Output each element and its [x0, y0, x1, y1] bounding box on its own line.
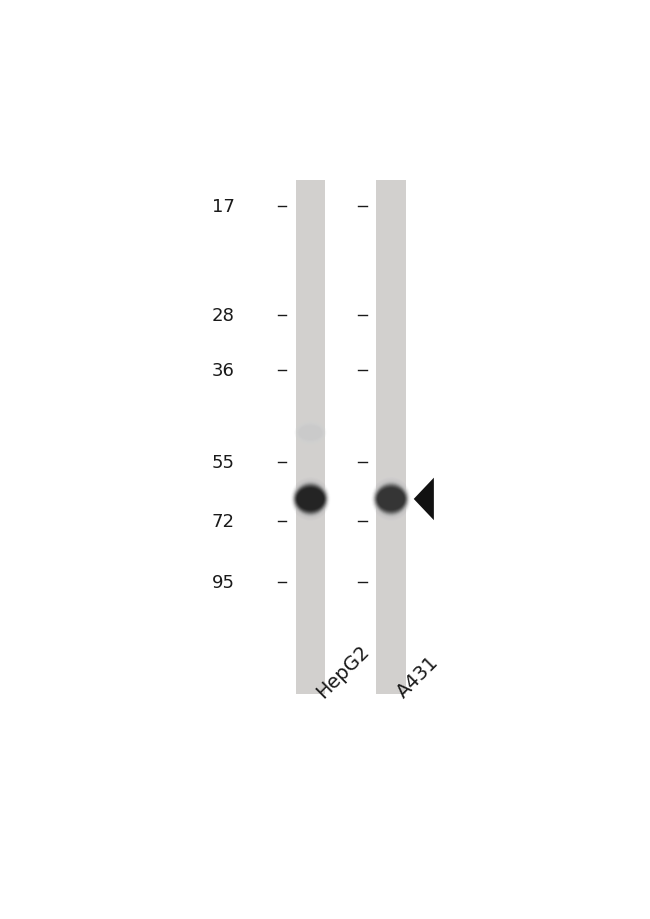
Ellipse shape: [292, 480, 330, 519]
Ellipse shape: [297, 488, 324, 510]
Ellipse shape: [300, 426, 321, 439]
Ellipse shape: [294, 483, 327, 516]
Text: 72: 72: [212, 513, 235, 530]
Ellipse shape: [292, 481, 329, 518]
Ellipse shape: [294, 482, 328, 516]
Ellipse shape: [296, 486, 325, 513]
Ellipse shape: [293, 482, 328, 516]
Ellipse shape: [298, 425, 323, 441]
Ellipse shape: [378, 489, 404, 510]
Text: 17: 17: [212, 198, 235, 215]
Ellipse shape: [378, 488, 404, 510]
Ellipse shape: [297, 424, 324, 442]
Ellipse shape: [295, 485, 326, 513]
Ellipse shape: [297, 424, 324, 442]
Text: A431: A431: [393, 652, 443, 701]
Ellipse shape: [296, 487, 324, 512]
Ellipse shape: [300, 426, 321, 439]
Ellipse shape: [299, 425, 322, 440]
Ellipse shape: [299, 425, 322, 440]
Ellipse shape: [295, 484, 326, 514]
Ellipse shape: [374, 482, 408, 516]
Text: 55: 55: [212, 454, 235, 471]
Ellipse shape: [292, 482, 328, 517]
Ellipse shape: [377, 487, 405, 512]
Text: 28: 28: [212, 306, 235, 324]
Text: HepG2: HepG2: [313, 641, 373, 701]
Ellipse shape: [294, 484, 326, 515]
Ellipse shape: [297, 424, 324, 443]
Ellipse shape: [295, 485, 326, 514]
Ellipse shape: [294, 484, 326, 515]
Ellipse shape: [297, 424, 324, 443]
Ellipse shape: [376, 485, 406, 514]
Ellipse shape: [372, 480, 410, 519]
Ellipse shape: [372, 480, 410, 519]
Bar: [296, 181, 325, 694]
Ellipse shape: [297, 488, 324, 511]
Ellipse shape: [376, 484, 407, 514]
Ellipse shape: [374, 483, 408, 516]
Ellipse shape: [375, 484, 407, 515]
Ellipse shape: [300, 427, 321, 439]
Ellipse shape: [294, 483, 327, 516]
Ellipse shape: [376, 486, 406, 513]
Ellipse shape: [376, 486, 406, 513]
Ellipse shape: [298, 425, 323, 441]
Ellipse shape: [374, 482, 408, 516]
Text: 36: 36: [212, 361, 235, 380]
Ellipse shape: [296, 487, 325, 512]
Ellipse shape: [373, 482, 409, 517]
Ellipse shape: [372, 479, 410, 519]
Ellipse shape: [296, 423, 324, 443]
Ellipse shape: [374, 483, 408, 516]
Ellipse shape: [291, 479, 330, 519]
Ellipse shape: [373, 482, 409, 517]
Ellipse shape: [292, 482, 328, 517]
Ellipse shape: [298, 425, 322, 441]
Ellipse shape: [296, 423, 325, 444]
Ellipse shape: [377, 487, 405, 511]
Ellipse shape: [300, 426, 322, 440]
Ellipse shape: [292, 480, 329, 519]
Polygon shape: [414, 478, 434, 520]
Ellipse shape: [299, 426, 322, 440]
Text: 95: 95: [212, 573, 235, 591]
Ellipse shape: [373, 481, 410, 518]
Ellipse shape: [298, 425, 323, 442]
Ellipse shape: [293, 482, 328, 516]
Ellipse shape: [296, 487, 324, 511]
Ellipse shape: [296, 486, 325, 513]
Ellipse shape: [296, 423, 324, 443]
Ellipse shape: [378, 488, 405, 511]
Ellipse shape: [291, 479, 330, 520]
Ellipse shape: [298, 425, 322, 441]
Ellipse shape: [377, 487, 406, 512]
Bar: [376, 181, 406, 694]
Ellipse shape: [292, 481, 329, 518]
Ellipse shape: [375, 484, 407, 515]
Ellipse shape: [372, 481, 410, 518]
Ellipse shape: [298, 489, 323, 510]
Ellipse shape: [297, 489, 324, 510]
Ellipse shape: [374, 482, 408, 516]
Ellipse shape: [378, 489, 404, 510]
Ellipse shape: [298, 425, 323, 442]
Ellipse shape: [376, 485, 406, 513]
Ellipse shape: [300, 427, 320, 439]
